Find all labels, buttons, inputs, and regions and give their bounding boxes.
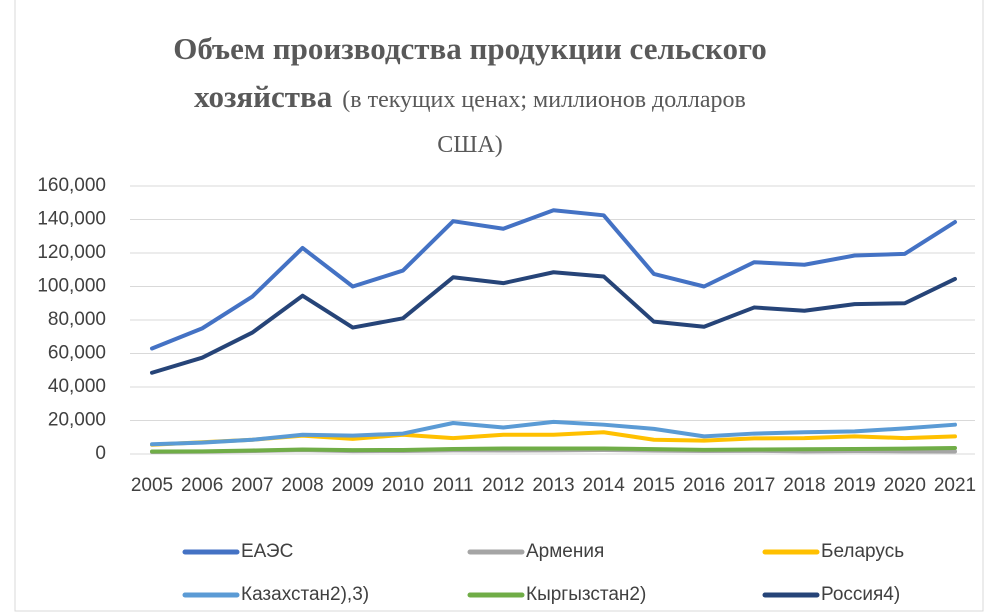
legend-label: Казахстан2),3) xyxy=(241,584,369,605)
x-tick-label: 2006 xyxy=(181,475,223,496)
x-tick-label: 2007 xyxy=(231,475,273,496)
y-tick-label: 40,000 xyxy=(48,376,106,397)
x-tick-label: 2017 xyxy=(733,475,775,496)
legend-label: Армения xyxy=(526,541,604,562)
legend-label: Беларусь xyxy=(821,541,904,562)
legend-label: ЕАЭС xyxy=(241,541,293,562)
x-tick-label: 2018 xyxy=(783,475,825,496)
y-tick-label: 60,000 xyxy=(48,343,106,364)
x-tick-label: 2020 xyxy=(884,475,926,496)
y-tick-label: 160,000 xyxy=(37,175,106,196)
y-tick-label: 20,000 xyxy=(48,410,106,431)
legend-label: Кыргызстан2) xyxy=(526,584,646,605)
x-tick-label: 2005 xyxy=(131,475,173,496)
legend-label: Россия4) xyxy=(821,584,900,605)
x-tick-label: 2012 xyxy=(482,475,524,496)
x-tick-label: 2009 xyxy=(332,475,374,496)
y-tick-label: 0 xyxy=(95,443,106,464)
x-tick-label: 2010 xyxy=(382,475,424,496)
series-line xyxy=(150,208,957,351)
x-tick-label: 2008 xyxy=(281,475,323,496)
series-line xyxy=(150,419,957,447)
y-tick-label: 140,000 xyxy=(37,209,106,230)
title-block: Объем производства продукции сельского х… xyxy=(160,28,780,169)
chart-subtitle: (в текущих ценах; миллионов долларов США… xyxy=(342,87,746,158)
x-tick-label: 2014 xyxy=(583,475,626,496)
y-tick-label: 80,000 xyxy=(48,309,106,330)
y-tick-label: 120,000 xyxy=(37,242,106,263)
x-tick-label: 2019 xyxy=(833,475,875,496)
chart-title: Объем производства продукции сельского х… xyxy=(173,31,767,114)
x-tick-label: 2013 xyxy=(532,475,574,496)
x-tick-label: 2011 xyxy=(433,475,474,496)
y-tick-label: 100,000 xyxy=(37,276,106,297)
x-tick-label: 2016 xyxy=(683,475,725,496)
x-tick-label: 2015 xyxy=(633,475,675,496)
series-line xyxy=(150,445,957,454)
x-tick-label: 2021 xyxy=(934,475,976,496)
chart-border xyxy=(14,0,984,612)
series-line xyxy=(150,270,957,375)
